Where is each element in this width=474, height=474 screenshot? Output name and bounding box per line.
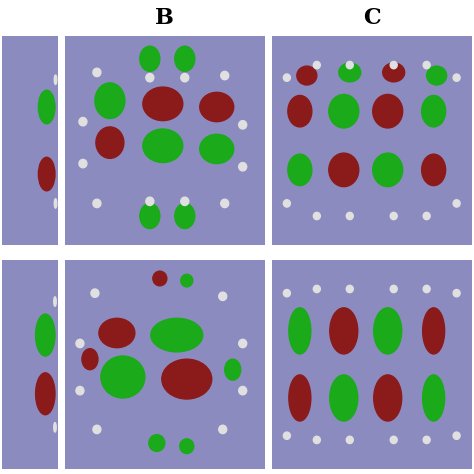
Ellipse shape bbox=[313, 436, 320, 444]
Ellipse shape bbox=[101, 356, 145, 398]
Ellipse shape bbox=[288, 154, 312, 186]
Ellipse shape bbox=[346, 285, 353, 292]
Ellipse shape bbox=[149, 435, 165, 451]
Ellipse shape bbox=[423, 285, 430, 292]
Ellipse shape bbox=[219, 292, 227, 301]
Ellipse shape bbox=[143, 87, 183, 120]
Ellipse shape bbox=[283, 432, 291, 439]
Ellipse shape bbox=[151, 319, 203, 352]
Ellipse shape bbox=[374, 308, 401, 354]
Ellipse shape bbox=[390, 285, 397, 292]
Ellipse shape bbox=[146, 73, 154, 82]
Ellipse shape bbox=[36, 373, 55, 415]
Ellipse shape bbox=[423, 308, 445, 354]
Ellipse shape bbox=[181, 73, 189, 82]
Ellipse shape bbox=[423, 375, 445, 421]
Ellipse shape bbox=[93, 425, 101, 434]
Ellipse shape bbox=[95, 83, 125, 118]
Ellipse shape bbox=[383, 63, 405, 82]
Ellipse shape bbox=[54, 423, 56, 432]
Ellipse shape bbox=[453, 74, 460, 82]
Ellipse shape bbox=[55, 199, 57, 208]
Text: B: B bbox=[155, 7, 174, 28]
Ellipse shape bbox=[374, 375, 401, 421]
Ellipse shape bbox=[99, 319, 135, 347]
Ellipse shape bbox=[283, 74, 291, 82]
Ellipse shape bbox=[283, 200, 291, 207]
Ellipse shape bbox=[422, 154, 446, 186]
Ellipse shape bbox=[346, 212, 353, 219]
Ellipse shape bbox=[288, 95, 312, 127]
Ellipse shape bbox=[162, 359, 212, 399]
Ellipse shape bbox=[76, 386, 84, 395]
Ellipse shape bbox=[330, 308, 358, 354]
Ellipse shape bbox=[453, 290, 460, 297]
Ellipse shape bbox=[239, 386, 246, 395]
Ellipse shape bbox=[313, 62, 320, 69]
Ellipse shape bbox=[329, 94, 359, 128]
Text: C: C bbox=[363, 7, 381, 28]
Ellipse shape bbox=[373, 153, 403, 187]
Ellipse shape bbox=[181, 197, 189, 206]
Ellipse shape bbox=[200, 92, 234, 122]
Ellipse shape bbox=[36, 314, 55, 356]
Ellipse shape bbox=[423, 212, 430, 219]
Ellipse shape bbox=[153, 271, 167, 286]
Ellipse shape bbox=[221, 72, 229, 80]
Ellipse shape bbox=[289, 375, 311, 421]
Ellipse shape bbox=[219, 425, 227, 434]
Ellipse shape bbox=[143, 129, 183, 163]
Ellipse shape bbox=[175, 46, 195, 72]
Ellipse shape bbox=[181, 274, 193, 287]
Ellipse shape bbox=[346, 436, 353, 444]
Ellipse shape bbox=[221, 199, 229, 208]
Ellipse shape bbox=[453, 200, 460, 207]
Ellipse shape bbox=[330, 375, 358, 421]
Ellipse shape bbox=[390, 436, 397, 444]
Ellipse shape bbox=[423, 436, 430, 444]
Ellipse shape bbox=[390, 62, 397, 69]
Ellipse shape bbox=[422, 95, 446, 127]
Ellipse shape bbox=[289, 308, 311, 354]
Ellipse shape bbox=[200, 134, 234, 164]
Ellipse shape bbox=[54, 297, 56, 306]
Ellipse shape bbox=[79, 159, 87, 168]
Ellipse shape bbox=[175, 203, 195, 228]
Ellipse shape bbox=[82, 349, 98, 370]
Ellipse shape bbox=[427, 66, 447, 85]
Ellipse shape bbox=[313, 212, 320, 219]
Ellipse shape bbox=[79, 118, 87, 126]
Ellipse shape bbox=[329, 153, 359, 187]
Ellipse shape bbox=[38, 157, 55, 191]
Ellipse shape bbox=[96, 127, 124, 158]
Ellipse shape bbox=[339, 63, 361, 82]
Ellipse shape bbox=[239, 163, 246, 171]
Ellipse shape bbox=[76, 339, 84, 347]
Ellipse shape bbox=[38, 90, 55, 124]
Ellipse shape bbox=[140, 46, 160, 72]
Ellipse shape bbox=[313, 285, 320, 292]
Ellipse shape bbox=[180, 439, 194, 454]
Ellipse shape bbox=[297, 66, 317, 85]
Ellipse shape bbox=[225, 359, 241, 380]
Ellipse shape bbox=[91, 289, 99, 297]
Ellipse shape bbox=[140, 203, 160, 228]
Ellipse shape bbox=[346, 62, 353, 69]
Ellipse shape bbox=[146, 197, 154, 206]
Ellipse shape bbox=[283, 290, 291, 297]
Ellipse shape bbox=[423, 62, 430, 69]
Ellipse shape bbox=[55, 75, 57, 84]
Ellipse shape bbox=[373, 94, 403, 128]
Ellipse shape bbox=[239, 120, 246, 129]
Ellipse shape bbox=[453, 432, 460, 439]
Ellipse shape bbox=[390, 212, 397, 219]
Ellipse shape bbox=[93, 199, 101, 208]
Ellipse shape bbox=[93, 68, 101, 77]
Ellipse shape bbox=[239, 339, 246, 347]
